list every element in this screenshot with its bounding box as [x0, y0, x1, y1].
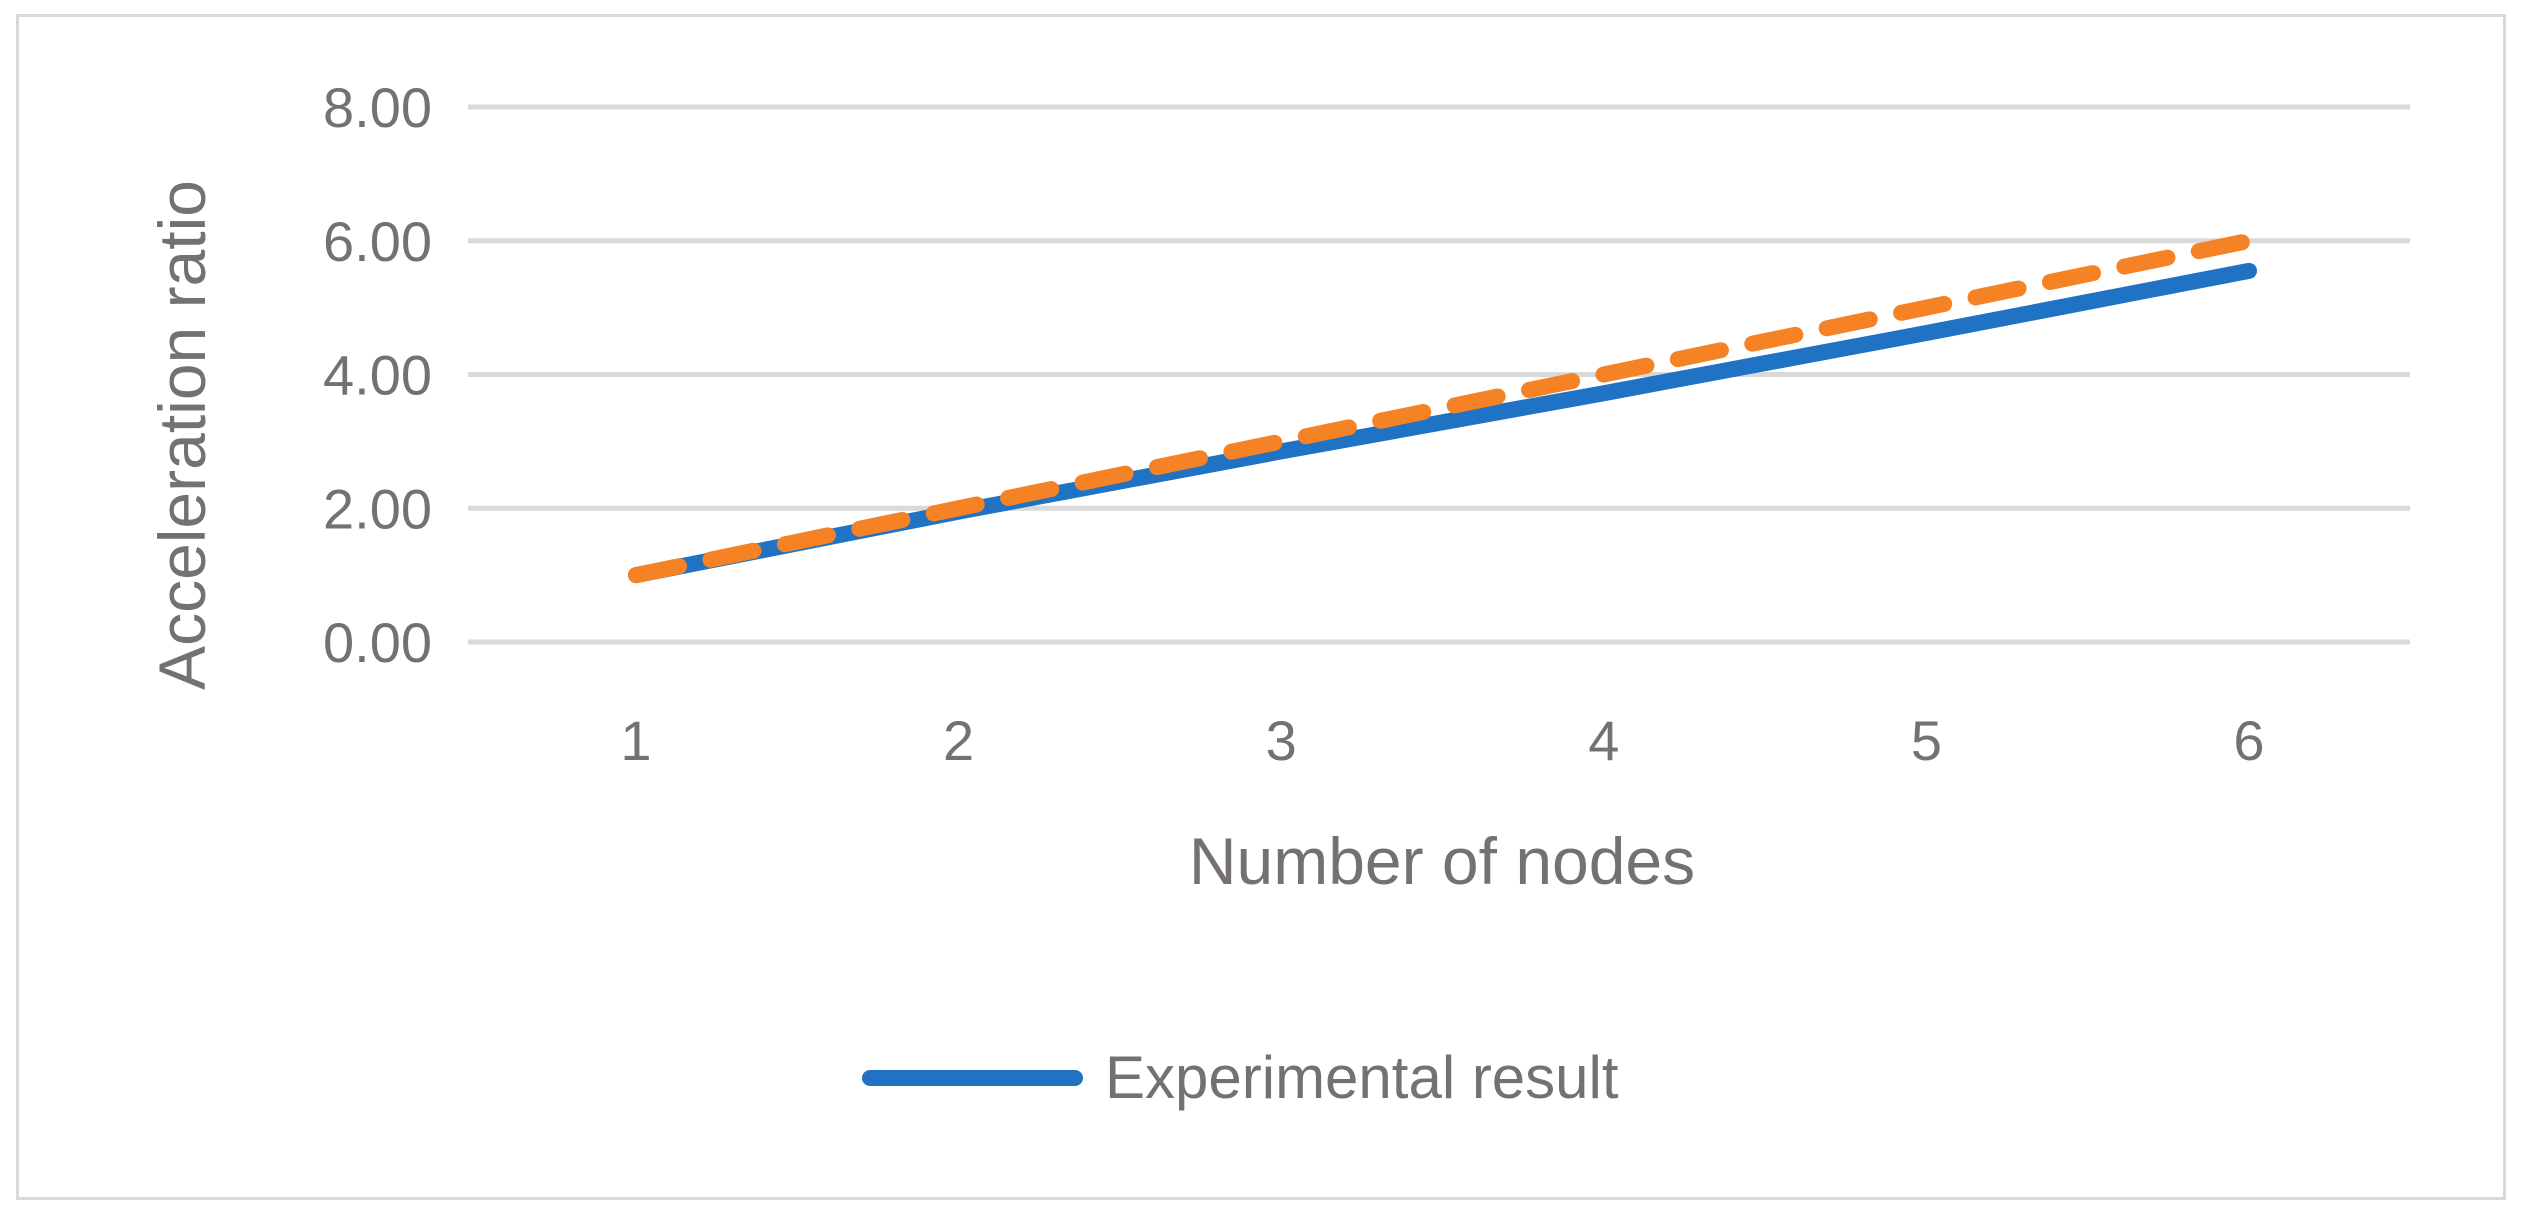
y-axis-title: Acceleration ratio: [145, 180, 219, 690]
y-tick-label-6.00: 6.00: [323, 210, 432, 273]
y-tick-label-8.00: 8.00: [323, 76, 432, 139]
x-axis-title: Number of nodes: [1189, 824, 1695, 898]
x-tick-labels: 1 2 3 4 5 6: [620, 709, 2264, 772]
x-tick-label-1: 1: [620, 709, 651, 772]
y-tick-label-2.00: 2.00: [323, 477, 432, 540]
legend: Experimental result: [862, 1044, 1619, 1111]
series-line-2: [628, 232, 2257, 584]
x-tick-label-3: 3: [1266, 709, 1297, 772]
chart-frame: [16, 14, 2506, 1200]
x-tick-label-5: 5: [1911, 709, 1942, 772]
y-tick-label-0.00: 0.00: [323, 611, 432, 674]
legend-label-experimental-result: Experimental result: [1105, 1044, 1619, 1111]
series-lines: [628, 232, 2257, 584]
x-tick-label-2: 2: [943, 709, 974, 772]
y-tick-label-4.00: 4.00: [323, 344, 432, 407]
x-tick-label-6: 6: [2233, 709, 2264, 772]
gridlines: [468, 104, 2410, 645]
y-tick-labels: 0.00 2.00 4.00 6.00 8.00: [323, 76, 432, 674]
x-tick-label-4: 4: [1588, 709, 1619, 772]
